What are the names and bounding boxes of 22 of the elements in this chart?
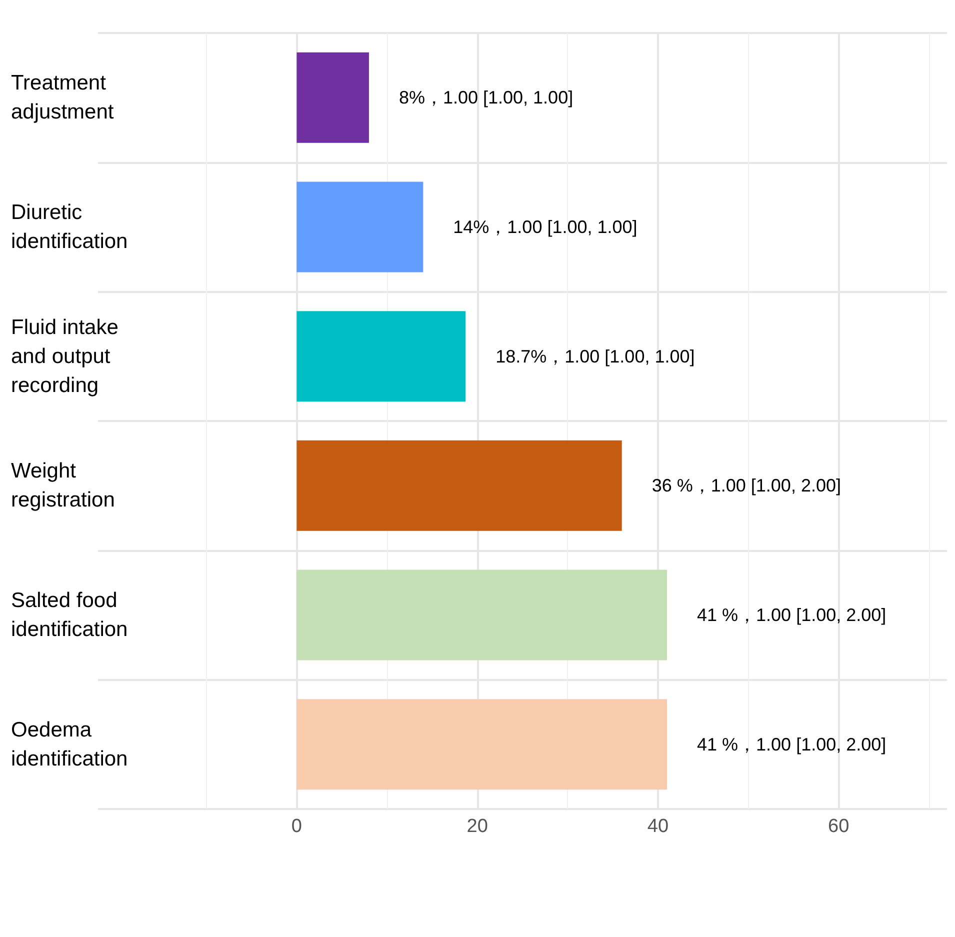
y-tick-label: Treatment adjustment	[11, 72, 114, 124]
data-label: 41 %，1.00 [1.00, 2.00]	[697, 734, 886, 754]
bar	[296, 52, 369, 143]
data-label: 36 %，1.00 [1.00, 2.00]	[652, 476, 841, 496]
y-tick-label: Salted food identification	[11, 589, 128, 641]
bar	[296, 570, 668, 660]
data-label: 14%，1.00 [1.00, 1.00]	[453, 217, 638, 237]
data-label: 18.7%，1.00 [1.00, 1.00]	[496, 346, 695, 366]
x-tick-label: 40	[647, 816, 669, 837]
data-label: 41 %，1.00 [1.00, 2.00]	[697, 605, 886, 625]
bar	[296, 311, 466, 402]
y-tick-label: Diuretic identification	[11, 201, 128, 253]
bar	[296, 699, 668, 790]
y-tick-label: Oedema identification	[11, 718, 128, 770]
data-label: 8%，1.00 [1.00, 1.00]	[398, 88, 574, 108]
x-tick-label: 60	[828, 816, 850, 837]
bar	[296, 182, 424, 272]
y-tick-label: Weight registration	[11, 460, 115, 512]
y-tick-label: Fluid intake and output recording	[11, 316, 124, 397]
bar	[296, 440, 622, 531]
x-tick-label: 20	[466, 816, 488, 837]
x-tick-label: 0	[291, 816, 302, 837]
